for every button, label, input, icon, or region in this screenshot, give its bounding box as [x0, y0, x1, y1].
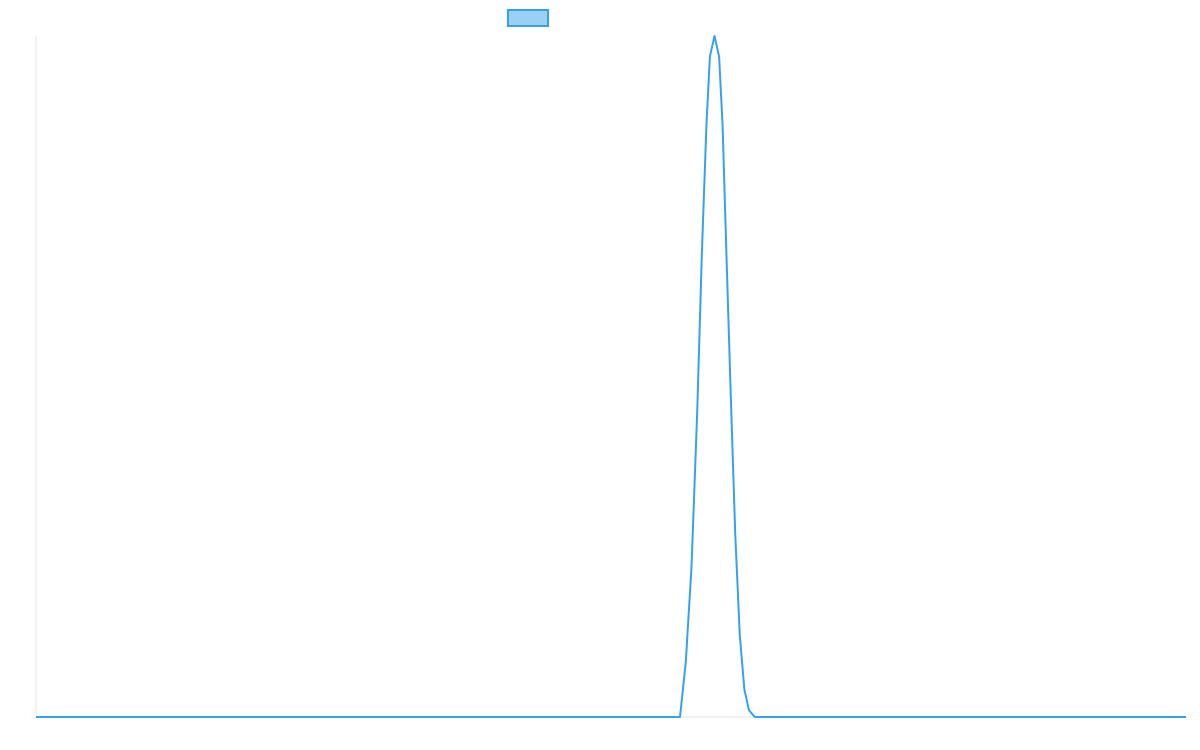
- series-line-0[interactable]: [36, 35, 1186, 718]
- series-layer: [36, 35, 1186, 718]
- legend-swatch[interactable]: [507, 9, 549, 27]
- legend[interactable]: [507, 9, 549, 27]
- axes: [35, 36, 1186, 718]
